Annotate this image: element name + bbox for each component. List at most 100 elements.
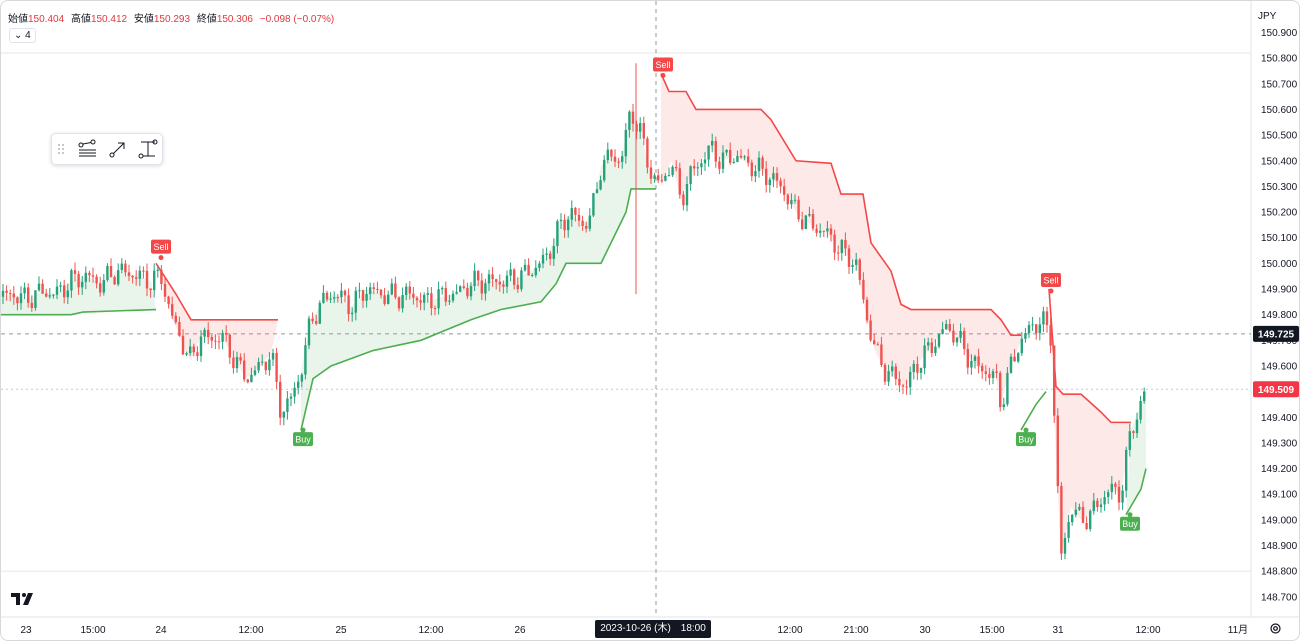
candle-body — [617, 161, 620, 163]
candle-body — [574, 208, 577, 215]
x-tick-label: 24 — [155, 625, 167, 636]
candle-body — [401, 295, 404, 309]
candle-body — [55, 286, 59, 295]
indicator-collapse-button[interactable]: ⌄ 4 — [9, 28, 36, 43]
signal-label: Buy — [1018, 435, 1034, 445]
candle-body — [941, 329, 944, 334]
candle-body — [1089, 511, 1092, 529]
candle-body — [99, 283, 102, 293]
arrow-icon[interactable] — [107, 138, 129, 160]
candle-body — [232, 357, 235, 369]
trailing-stop-line — [1048, 288, 1131, 424]
candle-body — [563, 219, 566, 231]
candle-body — [1099, 504, 1103, 508]
candle-body — [19, 293, 23, 304]
candle-body — [34, 290, 37, 308]
candle-body — [160, 269, 163, 285]
candle-body — [1128, 431, 1131, 451]
drag-handle-icon[interactable] — [57, 143, 65, 157]
candle-body — [613, 156, 617, 162]
candle-body — [786, 194, 789, 205]
candle-body — [970, 360, 973, 368]
candle-body — [660, 180, 663, 182]
close-label: 終値 — [196, 14, 217, 25]
candle-body — [315, 321, 318, 324]
candle-body — [534, 267, 537, 276]
candle-body — [455, 291, 458, 294]
buy-signal: Buy — [1016, 427, 1036, 447]
trailing-stop-line — [1020, 391, 1047, 431]
candle-body — [527, 264, 530, 276]
tradingview-logo-icon[interactable] — [11, 593, 37, 607]
candle-body — [531, 275, 534, 277]
signal-label: Sell — [153, 242, 168, 252]
candle-body — [16, 297, 19, 304]
candle-body — [106, 266, 109, 280]
candle-body — [343, 290, 347, 296]
trailing-stop-line — [660, 73, 1021, 336]
candle-body — [801, 219, 804, 230]
candle-body — [423, 294, 426, 303]
candle-body — [955, 337, 959, 343]
candle-body — [869, 320, 872, 341]
candle-body — [570, 208, 573, 220]
close-value: 150.306 — [216, 14, 253, 25]
candle-body — [966, 348, 969, 368]
candle-body — [66, 290, 69, 298]
candle-body — [127, 272, 131, 276]
candle-body — [1053, 345, 1056, 416]
candle-body — [747, 156, 750, 163]
gear-icon[interactable] — [1269, 622, 1282, 635]
candle-body — [837, 252, 840, 254]
candle-body — [538, 263, 541, 268]
y-tick-label: 149.000 — [1261, 515, 1298, 526]
candle-body — [466, 287, 469, 297]
candle-body — [761, 157, 764, 169]
candle-body — [739, 155, 743, 158]
trailing-stop-line — [300, 188, 656, 431]
open-value: 150.404 — [28, 14, 65, 25]
currency-label[interactable]: JPY — [1258, 11, 1277, 22]
candle-body — [239, 357, 242, 361]
candle-body — [192, 346, 195, 353]
candle-body — [840, 239, 843, 254]
y-tick-label: 150.600 — [1261, 105, 1298, 116]
candle-body — [844, 239, 847, 249]
measure-icon[interactable] — [137, 138, 159, 160]
candle-body — [649, 167, 653, 179]
candle-body — [174, 315, 177, 323]
candle-body — [181, 335, 185, 355]
candle-body — [221, 332, 224, 342]
multi-line-icon[interactable] — [76, 138, 98, 160]
candle-body — [1092, 500, 1095, 512]
candle-body — [721, 152, 725, 169]
candle-body — [379, 289, 383, 296]
y-tick-label: 150.100 — [1261, 233, 1298, 244]
candle-body — [685, 184, 689, 206]
candle-body — [397, 297, 401, 309]
signal-dot — [1048, 288, 1054, 294]
candle-body — [887, 371, 890, 382]
candle-body — [487, 274, 491, 284]
candle-body — [819, 230, 822, 233]
candle-body — [124, 263, 127, 273]
x-tick-label: 11月 — [1228, 624, 1248, 636]
candle-body — [48, 295, 51, 297]
candle-body — [113, 276, 116, 285]
high-label: 高値 — [70, 14, 91, 25]
candle-body — [880, 344, 883, 365]
candle-body — [1038, 324, 1041, 334]
candle-body — [642, 123, 645, 139]
candle-body — [826, 228, 829, 232]
candle-body — [999, 372, 1002, 408]
x-tick-label: 12:00 — [238, 625, 263, 636]
crosshair-date-label: 2023-10-26 (木) 18:00 — [595, 620, 711, 638]
indicator-count: 4 — [25, 30, 31, 41]
candle-body — [729, 149, 732, 163]
trailing-stop-layer — [1, 73, 1147, 559]
candle-body — [545, 253, 548, 255]
y-tick-label: 149.200 — [1261, 464, 1298, 475]
candle-body — [1143, 391, 1146, 401]
